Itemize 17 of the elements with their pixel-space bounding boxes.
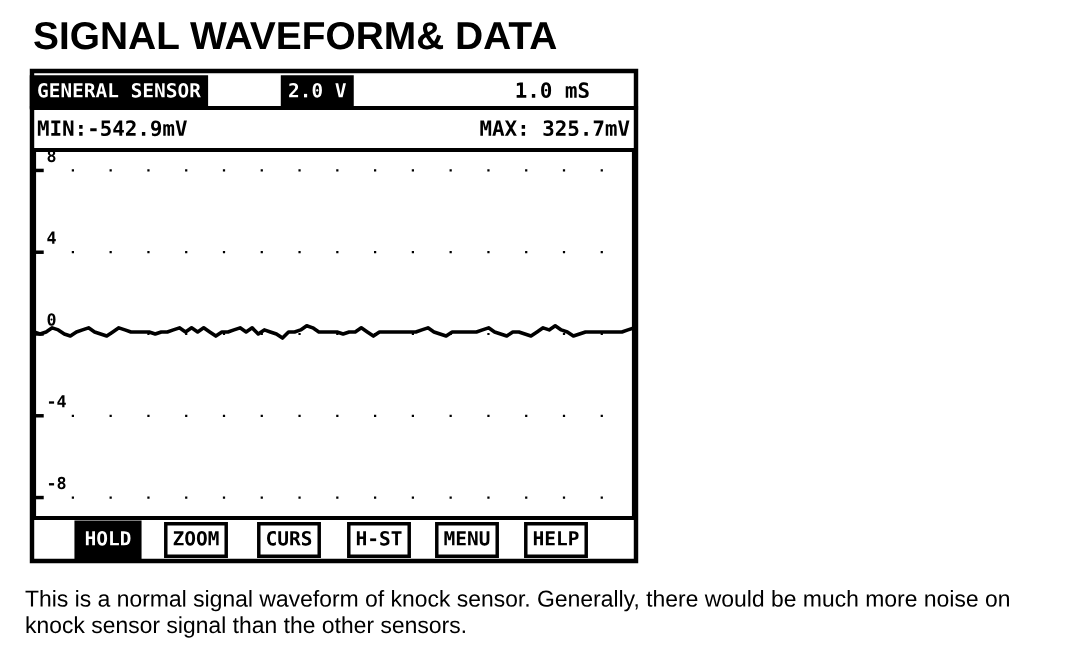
text: 1.0 mS	[516, 82, 589, 99]
text: HELP	[533, 531, 579, 546]
text: GENERAL SENSOR	[38, 82, 201, 98]
text: ZOOM	[173, 530, 219, 546]
text: This is a normal signal waveform of knock sensor. Generally, there would be much more noise on knock sensor signal than the other sensors.	[25, 590, 1009, 638]
text: H-ST	[356, 530, 402, 546]
text: HOLD	[85, 530, 131, 546]
y-tick-label: -8	[48, 476, 66, 490]
text: MAX: 325.7mV	[480, 120, 630, 137]
text: MIN:-542.9mV	[37, 120, 187, 137]
text: MENU	[444, 531, 490, 546]
y-tick-label: -4	[48, 395, 66, 408]
y-tick-label: 0	[47, 313, 56, 326]
y-tick-label: 4	[47, 231, 56, 244]
chart-title: SIGNAL WAVEFORM& DATA	[34, 21, 557, 50]
text: CURS	[267, 530, 312, 546]
text: 2.0 V	[289, 82, 346, 98]
